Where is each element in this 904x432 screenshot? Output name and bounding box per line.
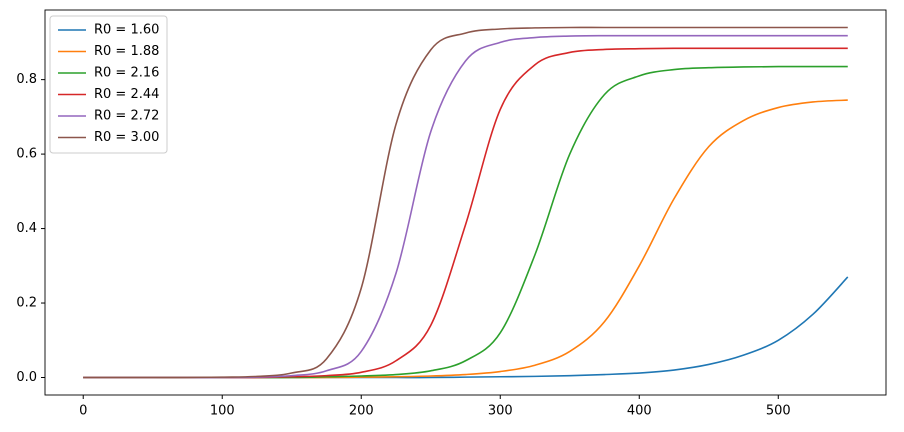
series-line <box>83 276 849 379</box>
legend-label: R0 = 1.88 <box>94 44 159 59</box>
legend-label: R0 = 2.16 <box>94 66 159 81</box>
legend-box <box>49 15 168 154</box>
x-tick-label: 200 <box>349 404 374 419</box>
series-line <box>83 65 848 379</box>
legend-label: R0 = 3.00 <box>94 130 159 145</box>
legend-label: R0 = 2.44 <box>94 87 159 102</box>
legend-label: R0 = 2.72 <box>94 109 159 124</box>
x-tick-label: 500 <box>766 404 791 419</box>
y-tick-label: 0.6 <box>16 147 37 162</box>
x-tick-label: 100 <box>210 404 235 419</box>
y-tick-label: 0.8 <box>16 72 37 87</box>
x-tick-label: 0 <box>79 404 87 419</box>
series-line <box>83 99 848 379</box>
series-line <box>83 26 848 379</box>
y-tick-label: 0.0 <box>16 370 37 385</box>
axes-frame <box>44 9 887 396</box>
x-tick-label: 300 <box>488 404 513 419</box>
legend-label: R0 = 1.60 <box>94 23 159 38</box>
x-tick-label: 400 <box>627 404 652 419</box>
series-line <box>83 34 848 379</box>
series-line <box>83 47 848 379</box>
y-tick-label: 0.4 <box>16 221 37 236</box>
y-tick-label: 0.2 <box>16 296 37 311</box>
